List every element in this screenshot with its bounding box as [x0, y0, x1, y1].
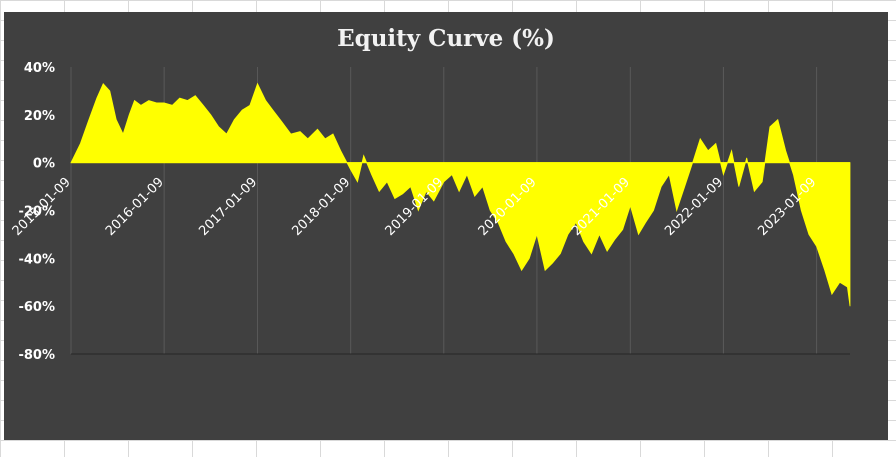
- y-tick-label: 40%: [24, 61, 55, 76]
- y-tick-label: -80%: [18, 348, 55, 363]
- y-tick-label: 20%: [24, 109, 55, 124]
- y-tick-label: -60%: [18, 300, 55, 315]
- y-tick-label: -20%: [18, 205, 55, 220]
- x-axis: 2015-01-09 2016-01-09 2017-01-09 2018-01-09…: [10, 162, 850, 355]
- x-tick-label: 2016-01-09: [103, 175, 167, 239]
- chart-area[interactable]: Equity Curve (%) 40% 20% 0% -20% -40% -60% -80…: [4, 12, 888, 440]
- plot-area: [70, 82, 851, 307]
- y-axis: 40% 20% 0% -20% -40% -60% -80%: [18, 61, 55, 363]
- y-tick-label: -40%: [18, 252, 55, 267]
- x-tick-label: 2018-01-09: [289, 175, 353, 239]
- series-area: [70, 82, 851, 307]
- chart-title: Equity Curve (%): [337, 25, 555, 52]
- equity-curve-chart: Equity Curve (%) 40% 20% 0% -20% -40% -60% -80…: [10, 25, 851, 363]
- y-tick-label: 0%: [33, 157, 55, 172]
- x-tick-label: 2017-01-09: [196, 175, 260, 239]
